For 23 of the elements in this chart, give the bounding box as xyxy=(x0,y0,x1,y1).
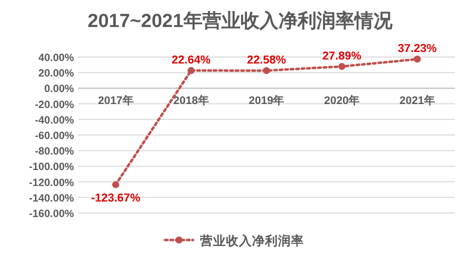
ytick: -60.00% xyxy=(34,130,74,142)
data-label: 37.23% xyxy=(398,43,437,56)
ytick: -40.00% xyxy=(34,114,74,126)
ytick: 40.00% xyxy=(38,52,74,64)
data-label: 27.89% xyxy=(322,50,362,62)
ytick: -140.00% xyxy=(29,192,74,204)
ytick: -20.00% xyxy=(34,98,74,111)
xtick: 2019年 xyxy=(248,95,284,108)
xtick: 2020年 xyxy=(324,95,360,108)
data-label: -123.67% xyxy=(91,192,140,205)
ytick: -120.00% xyxy=(29,176,74,189)
ytick: 0.00% xyxy=(44,83,74,96)
ytick: -160.00% xyxy=(29,208,74,220)
ytick: -100.00% xyxy=(29,161,74,174)
ytick: 20.00% xyxy=(38,68,74,80)
data-label: 22.64% xyxy=(172,54,211,67)
ytick: -80.00% xyxy=(34,146,74,158)
data-label: 22.58% xyxy=(247,54,286,67)
xtick: 2018年 xyxy=(173,95,209,108)
title: 2017~2021年营业收入净利润率情况 xyxy=(88,11,392,32)
legend-label: 营业收入净利润率 xyxy=(200,234,304,248)
xtick: 2021年 xyxy=(400,95,436,108)
xtick: 2017年 xyxy=(98,95,134,108)
